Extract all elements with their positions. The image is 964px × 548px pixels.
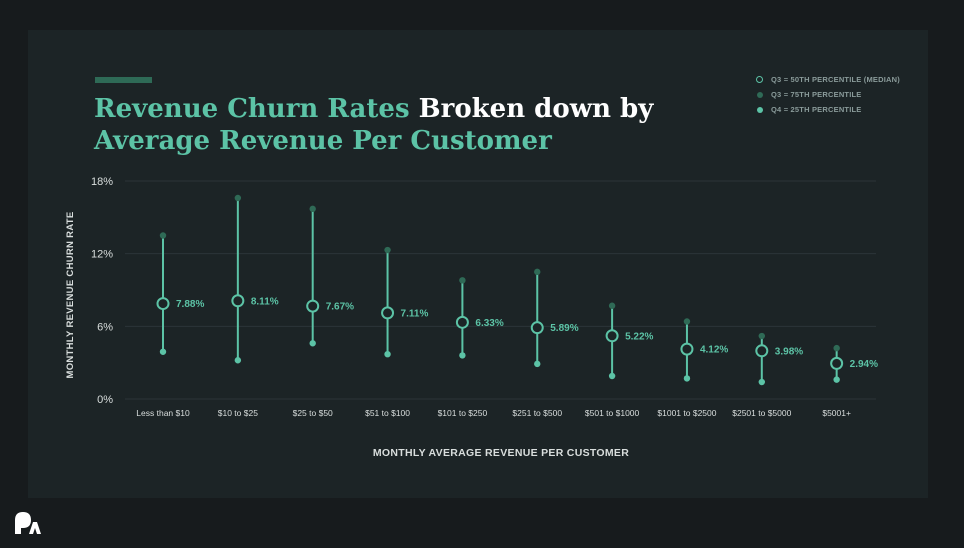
chart-title: Revenue Churn Rates Broken down by Averag… [94,93,694,157]
point-75th [534,268,541,276]
point-25th [833,376,840,383]
point-median [530,321,544,335]
legend: Q3 = 50TH PERCENTILE (MEDIAN) Q3 = 75TH … [755,72,900,117]
point-median [381,306,395,320]
chart-panel [28,30,928,498]
point-median [830,356,844,370]
data-label: 6.33% [475,318,503,329]
y-tick-label: 6% [97,321,113,333]
x-tick-label: $2501 to $5000 [732,408,791,418]
data-label: 5.22% [625,331,653,342]
title-rest: Broken down by [409,94,654,124]
point-75th [833,344,840,352]
y-tick-label: 12% [91,249,113,261]
dark-dot-icon [756,91,763,98]
point-25th [758,378,765,386]
point-25th [234,357,242,364]
point-75th [384,246,391,254]
point-75th [309,205,316,213]
point-75th [459,277,466,284]
legend-label: Q4 = 25TH PERCENTILE [771,105,862,114]
legend-label: Q3 = 50TH PERCENTILE (MEDIAN) [771,75,900,84]
data-label: 7.88% [176,299,204,310]
point-median [605,329,619,343]
legend-item-median: Q3 = 50TH PERCENTILE (MEDIAN) [755,72,900,87]
point-median [755,344,769,358]
x-tick-label: Less than $10 [136,408,190,418]
point-25th [534,360,541,368]
data-label: 4.12% [700,345,728,356]
y-tick-label: 0% [97,394,113,406]
point-25th [159,348,167,355]
data-label: 7.67% [326,302,354,313]
point-75th [159,232,167,239]
data-label: 3.98% [775,346,803,357]
point-25th [384,350,391,358]
x-tick-label: $101 to $250 [438,408,488,418]
point-25th [683,375,691,382]
point-75th [234,194,242,202]
legend-item-75th: Q3 = 75TH PERCENTILE [755,87,900,102]
x-tick-label: $5001+ [822,408,851,418]
point-median [455,315,469,329]
data-label: 2.94% [850,359,878,370]
point-median [306,299,320,313]
x-tick-label: $251 to $500 [512,408,562,418]
x-axis-label: MONTHLY AVERAGE REVENUE PER CUSTOMER [373,447,629,459]
ring-marker-icon [756,76,763,83]
data-label: 8.11% [251,296,279,307]
legend-item-25th: Q4 = 25TH PERCENTILE [755,102,900,117]
x-tick-label: $501 to $1000 [585,408,640,418]
x-tick-label: $1001 to $2500 [657,408,716,418]
data-label: 7.11% [401,308,429,319]
point-75th [608,302,616,309]
point-25th [608,372,616,380]
y-axis-label: MONTHLY REVENUE CHURN RATE [65,211,76,378]
title-accent-bar [95,77,152,83]
x-tick-label: $25 to $50 [293,408,333,418]
title-highlight: Revenue Churn Rates [94,94,410,124]
x-tick-label: $10 to $25 [218,408,258,418]
data-label: 5.89% [550,323,578,334]
point-25th [309,340,316,347]
point-75th [683,318,691,325]
brand-logo-icon [15,512,41,534]
point-median [156,297,170,311]
point-25th [459,352,466,359]
light-dot-icon [756,106,763,113]
x-tick-label: $51 to $100 [365,408,410,418]
title-line2: Average Revenue Per Customer [94,126,552,156]
y-tick-label: 18% [91,176,113,188]
point-median [231,294,245,308]
legend-label: Q3 = 75TH PERCENTILE [771,90,862,99]
point-75th [758,332,765,340]
point-median [680,342,694,356]
